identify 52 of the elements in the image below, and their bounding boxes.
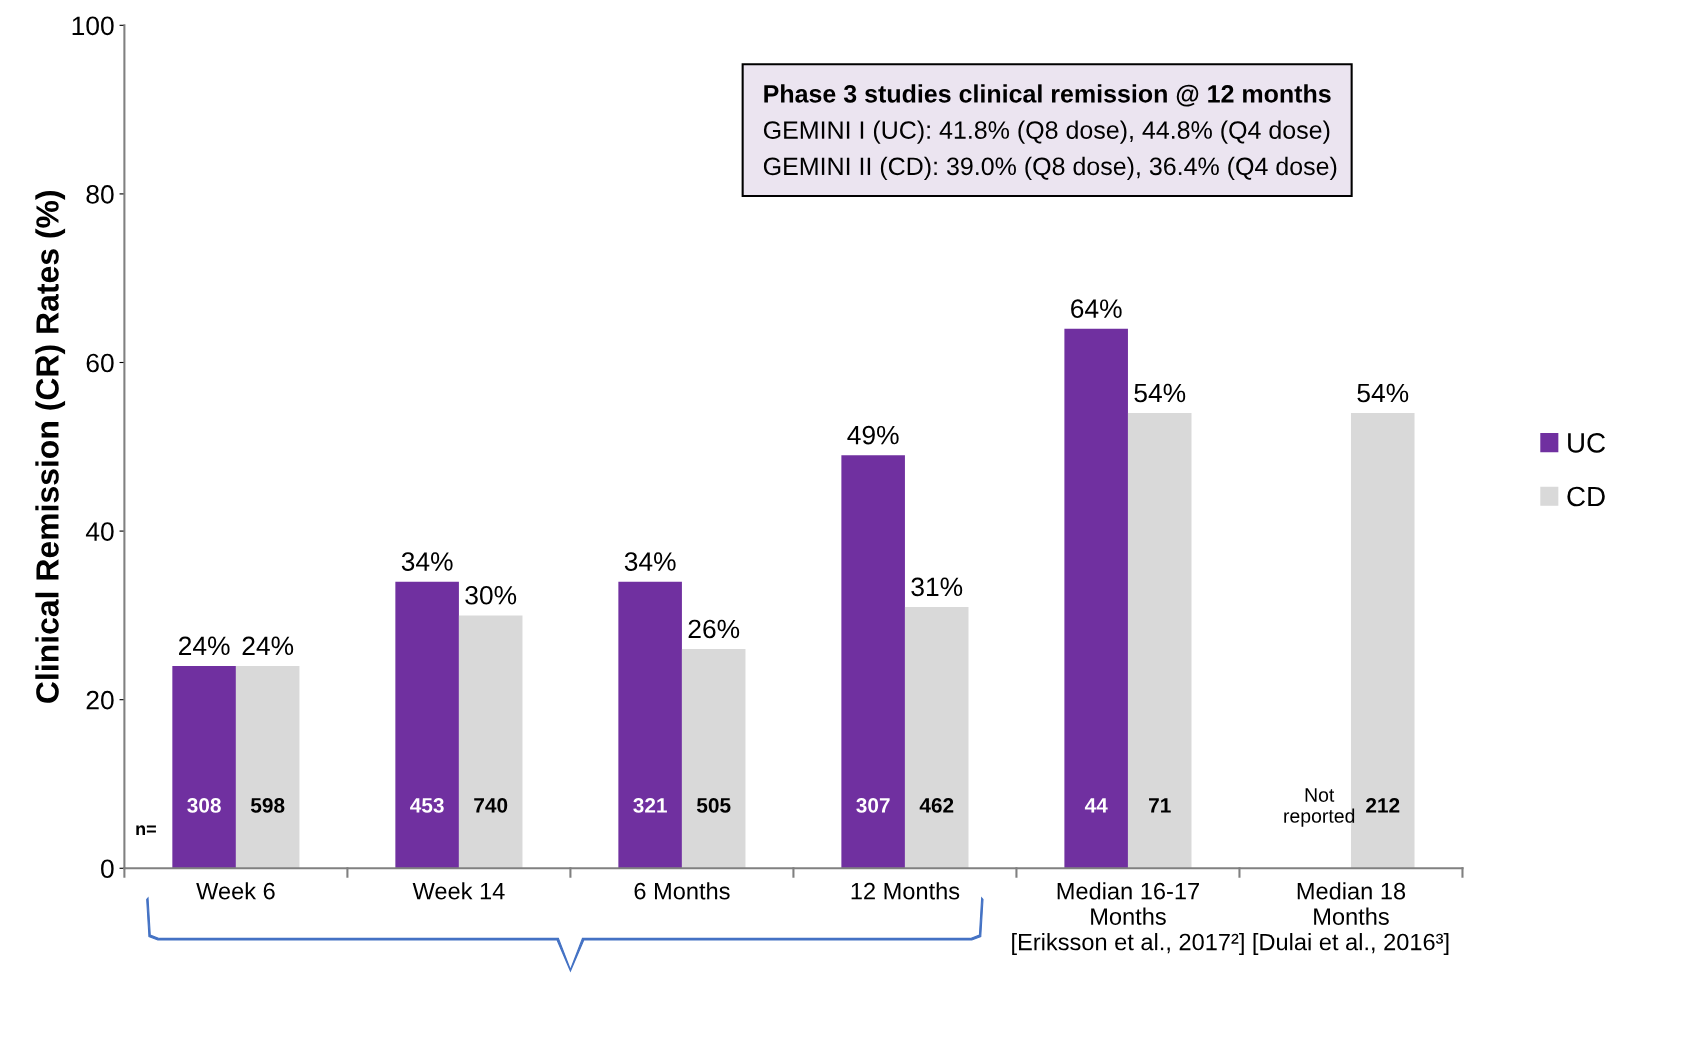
annotation: 308 xyxy=(187,797,221,813)
annotation: 212 xyxy=(1366,797,1400,813)
data-label: 30% xyxy=(465,585,517,605)
data-label: 24% xyxy=(179,636,230,656)
annotation: Not reported xyxy=(1284,788,1355,827)
annotation: 307 xyxy=(856,797,890,813)
y-tick-label: 80 xyxy=(86,185,114,204)
annotation: GEMINI I (UC): 41.8% (Q8 dose), 44.8% (Q4 dose) xyxy=(763,120,1330,144)
annotation: n= xyxy=(136,825,156,835)
y-tick-label: 60 xyxy=(86,353,114,373)
legend-label: UC xyxy=(1568,433,1606,453)
annotation: 598 xyxy=(250,797,285,813)
legend-label: CD xyxy=(1567,486,1605,507)
x-tick-label: 6 Months xyxy=(634,882,730,900)
bar xyxy=(1064,328,1128,869)
y-tick-label: 40 xyxy=(85,522,114,541)
y-tick-label: 0 xyxy=(101,859,114,879)
bar xyxy=(681,649,746,869)
annotation: 462 xyxy=(919,797,954,813)
bar xyxy=(458,615,523,869)
bar xyxy=(235,665,300,869)
y-tick-label: 20 xyxy=(86,690,114,710)
annotation: 71 xyxy=(1149,798,1171,813)
bar xyxy=(904,606,969,869)
annotation: 453 xyxy=(410,797,444,813)
data-label: 49% xyxy=(847,425,899,445)
annotation: Phase 3 studies clinical remission @ 12 months xyxy=(764,84,1331,107)
bar xyxy=(172,665,236,869)
bar xyxy=(395,581,459,869)
annotation: GEMINI II (CD): 39.0% (Q8 dose), 36.4% (Q4 dose) xyxy=(763,156,1337,181)
x-tick-label: 12 Months xyxy=(851,882,960,900)
y-axis-title: Clinical Remission (CR) Rates (%) xyxy=(35,190,66,703)
data-label: 34% xyxy=(624,552,676,571)
x-tick-label: Week 6 xyxy=(196,882,275,900)
annotation: 740 xyxy=(474,797,508,813)
data-label: 24% xyxy=(242,636,294,656)
data-label: 31% xyxy=(911,577,963,597)
annotation: 505 xyxy=(696,797,731,813)
data-label: 34% xyxy=(401,552,453,571)
annotation: 44 xyxy=(1084,798,1108,813)
bar xyxy=(1127,413,1192,869)
annotation: 321 xyxy=(633,797,667,813)
data-label: 54% xyxy=(1134,383,1186,403)
data-label: 54% xyxy=(1357,383,1409,403)
x-tick-label: Median 18 Months [Dulai et al., 2016³] xyxy=(1253,882,1449,956)
x-tick-label: Median 16-17 Months [Eriksson et al., 2017²] xyxy=(1012,882,1244,956)
bar xyxy=(841,455,905,869)
data-label: 64% xyxy=(1071,299,1122,319)
data-label: 26% xyxy=(688,619,740,639)
bar xyxy=(618,581,682,869)
x-tick-label: Week 14 xyxy=(412,882,505,900)
y-tick-label: 100 xyxy=(72,16,114,36)
